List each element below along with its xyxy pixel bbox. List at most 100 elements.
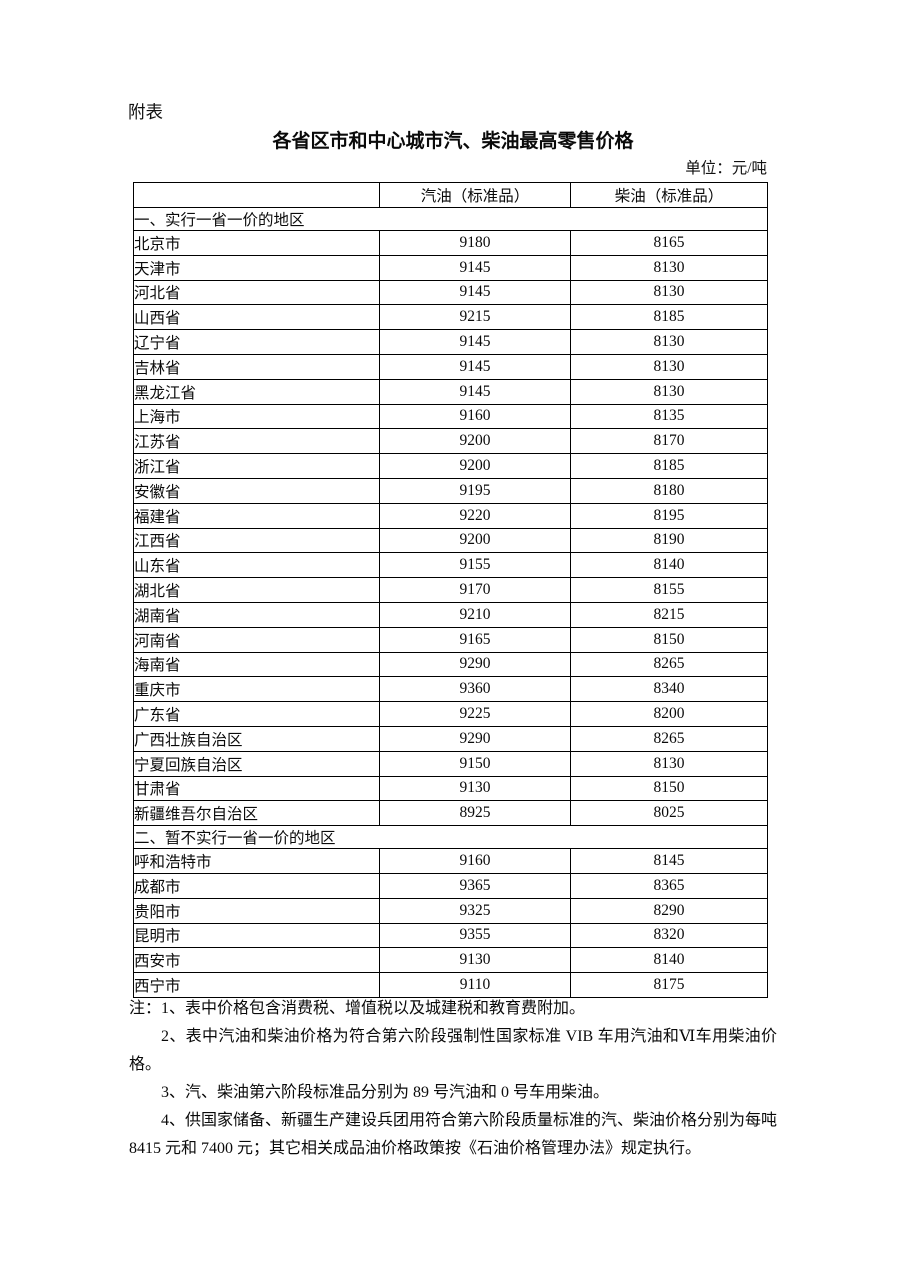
diesel-price-cell: 8150 — [570, 775, 768, 802]
diesel-price-cell: 8130 — [570, 279, 768, 306]
attachment-label: 附表 — [128, 102, 163, 122]
region-cell: 宁夏回族自治区 — [133, 750, 380, 777]
diesel-price-cell: 8150 — [570, 626, 768, 653]
region-cell: 湖南省 — [133, 601, 380, 628]
gasoline-price-cell: 9130 — [379, 775, 571, 802]
gasoline-price-cell: 9200 — [379, 453, 571, 479]
region-cell: 福建省 — [133, 502, 380, 529]
gasoline-price-cell: 9225 — [379, 701, 571, 727]
diesel-price-cell: 8340 — [570, 676, 768, 703]
table-row: 宁夏回族自治区 9150 8130 — [133, 750, 768, 777]
table-row: 江苏省 9200 8170 — [133, 428, 768, 455]
gasoline-price-cell: 9215 — [379, 304, 571, 331]
region-cell: 上海市 — [133, 403, 380, 430]
table-row: 山东省 9155 8140 — [133, 552, 768, 579]
region-cell: 贵阳市 — [133, 897, 380, 924]
diesel-price-cell: 8215 — [570, 601, 768, 628]
gasoline-price-cell: 9290 — [379, 725, 571, 752]
section-header-row: 一、实行一省一价的地区 — [133, 207, 768, 231]
diesel-price-cell: 8025 — [570, 800, 768, 827]
gasoline-price-cell: 9220 — [379, 502, 571, 529]
note-line-1: 注：1、表中价格包含消费税、增值税以及城建税和教育费附加。 — [129, 995, 777, 1023]
region-cell: 甘肃省 — [133, 775, 380, 802]
table-row: 北京市 9180 8165 — [133, 230, 768, 256]
diesel-price-cell: 8265 — [570, 725, 768, 752]
region-cell: 辽宁省 — [133, 329, 380, 355]
diesel-price-cell: 8265 — [570, 651, 768, 678]
gasoline-price-cell: 9110 — [379, 972, 571, 998]
region-cell: 昆明市 — [133, 922, 380, 949]
table-row: 山西省 9215 8185 — [133, 304, 768, 331]
table-row: 湖南省 9210 8215 — [133, 601, 768, 628]
table-row: 昆明市 9355 8320 — [133, 922, 768, 949]
diesel-price-cell: 8185 — [570, 453, 768, 479]
diesel-price-cell: 8130 — [570, 353, 768, 380]
table-row: 甘肃省 9130 8150 — [133, 775, 768, 802]
region-cell: 重庆市 — [133, 676, 380, 703]
region-cell: 北京市 — [133, 230, 380, 256]
region-cell: 黑龙江省 — [133, 378, 380, 405]
gasoline-price-cell: 9150 — [379, 750, 571, 777]
region-cell: 浙江省 — [133, 453, 380, 479]
section-header-cell: 一、实行一省一价的地区 — [133, 207, 768, 231]
section-header-cell: 二、暂不实行一省一价的地区 — [133, 825, 768, 850]
region-cell: 湖北省 — [133, 577, 380, 603]
gasoline-price-cell: 9290 — [379, 651, 571, 678]
diesel-price-cell: 8145 — [570, 848, 768, 874]
table-row: 浙江省 9200 8185 — [133, 453, 768, 479]
diesel-price-cell: 8190 — [570, 527, 768, 554]
gasoline-price-cell: 9160 — [379, 848, 571, 874]
region-cell: 天津市 — [133, 254, 380, 281]
notes-label: 注： — [129, 1000, 162, 1017]
region-cell: 新疆维吾尔自治区 — [133, 800, 380, 827]
table-row: 贵阳市 9325 8290 — [133, 897, 768, 924]
table-row: 湖北省 9170 8155 — [133, 577, 768, 603]
gasoline-price-cell: 8925 — [379, 800, 571, 827]
table-row: 呼和浩特市 9160 8145 — [133, 848, 768, 874]
diesel-column-header: 柴油（标准品） — [570, 182, 768, 208]
table-row: 福建省 9220 8195 — [133, 502, 768, 529]
price-table-body: 汽油（标准品） 柴油（标准品） 一、实行一省一价的地区 北京市 9180 8165 天津… — [133, 182, 768, 998]
region-cell: 安徽省 — [133, 477, 380, 504]
region-cell: 广西壮族自治区 — [133, 725, 380, 752]
table-row: 新疆维吾尔自治区 8925 8025 — [133, 800, 768, 827]
gasoline-price-cell: 9210 — [379, 601, 571, 628]
gasoline-price-cell: 9200 — [379, 527, 571, 554]
gasoline-price-cell: 9360 — [379, 676, 571, 703]
region-cell: 海南省 — [133, 651, 380, 678]
table-row: 西宁市 9110 8175 — [133, 972, 768, 998]
diesel-price-cell: 8175 — [570, 972, 768, 998]
region-cell: 成都市 — [133, 872, 380, 899]
table-row: 江西省 9200 8190 — [133, 527, 768, 554]
price-table: 汽油（标准品） 柴油（标准品） 一、实行一省一价的地区 北京市 9180 8165 天津… — [133, 182, 768, 998]
region-cell: 山东省 — [133, 552, 380, 579]
diesel-price-cell: 8200 — [570, 701, 768, 727]
unit-label: 单位：元/吨 — [685, 160, 767, 177]
table-row: 重庆市 9360 8340 — [133, 676, 768, 703]
diesel-price-cell: 8130 — [570, 329, 768, 355]
diesel-price-cell: 8185 — [570, 304, 768, 331]
diesel-price-cell: 8320 — [570, 922, 768, 949]
note-line-2: 2、表中汽油和柴油价格为符合第六阶段强制性国家标准 VIB 车用汽油和Ⅵ车用柴油… — [129, 1028, 777, 1073]
table-row: 黑龙江省 9145 8130 — [133, 378, 768, 405]
region-cell: 河南省 — [133, 626, 380, 653]
note-item-1: 1、表中价格包含消费税、增值税以及城建税和教育费附加。 — [161, 1000, 586, 1017]
diesel-price-cell: 8135 — [570, 403, 768, 430]
gasoline-price-cell: 9145 — [379, 353, 571, 380]
table-row: 西安市 9130 8140 — [133, 947, 768, 974]
notes-block: 注：1、表中价格包含消费税、增值税以及城建税和教育费附加。 2、表中汽油和柴油价… — [129, 995, 777, 1163]
table-row: 河北省 9145 8130 — [133, 279, 768, 306]
gasoline-column-header: 汽油（标准品） — [379, 182, 571, 208]
diesel-price-cell: 8290 — [570, 897, 768, 924]
region-cell: 呼和浩特市 — [133, 848, 380, 874]
diesel-price-cell: 8155 — [570, 577, 768, 603]
diesel-price-cell: 8170 — [570, 428, 768, 455]
region-cell: 山西省 — [133, 304, 380, 331]
table-row: 成都市 9365 8365 — [133, 872, 768, 899]
region-cell: 广东省 — [133, 701, 380, 727]
region-cell: 江西省 — [133, 527, 380, 554]
diesel-price-cell: 8180 — [570, 477, 768, 504]
region-cell: 吉林省 — [133, 353, 380, 380]
gasoline-price-cell: 9180 — [379, 230, 571, 256]
gasoline-price-cell: 9145 — [379, 378, 571, 405]
